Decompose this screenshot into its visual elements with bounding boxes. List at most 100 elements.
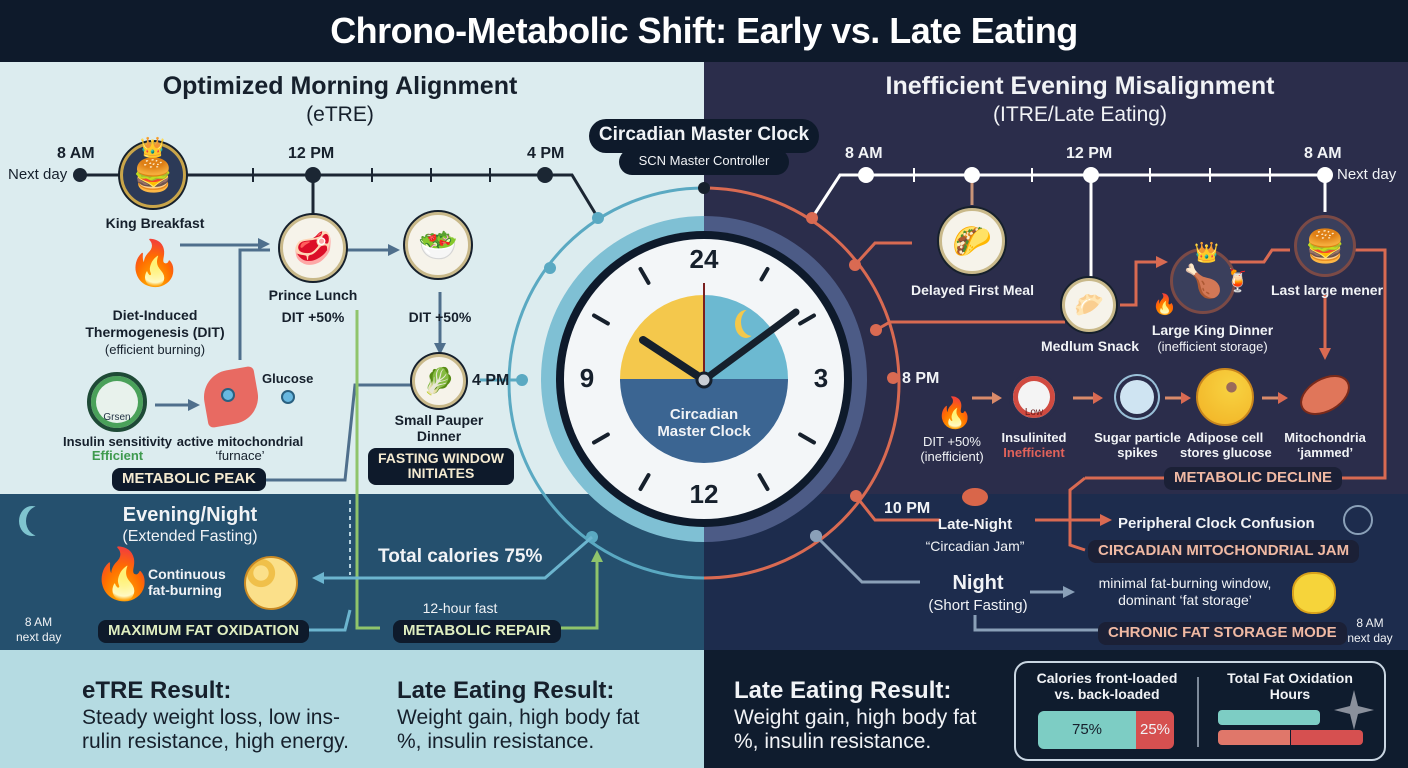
- late-result-right-title: Late Eating Result:: [734, 677, 952, 704]
- small-plate-icon: 🥬: [412, 354, 466, 408]
- flame-icon: 🔥: [127, 239, 182, 288]
- late-result-left-title: Late Eating Result:: [397, 677, 615, 704]
- chain-dit-line2: (inefficient): [920, 449, 984, 464]
- late-result-left-line2: %, insulin resistance.: [397, 730, 595, 753]
- fasting-window-badge: FASTING WINDOW INITIATES: [368, 448, 514, 485]
- gauge-low-icon: [1009, 372, 1059, 422]
- right-night-8am: 8 AM: [1356, 616, 1384, 630]
- taco-plate-icon: 🌮: [939, 208, 1005, 274]
- adipose-cell-icon: [1196, 368, 1254, 426]
- burger-icon: 🍔: [1294, 215, 1356, 277]
- evening-night-title: Evening/Night: [122, 504, 258, 526]
- clock-number-24: 24: [689, 244, 719, 274]
- fat-burning-desc-line2: dominant ‘fat storage’: [1118, 592, 1252, 608]
- glucose-in-muscle-icon: [221, 388, 235, 402]
- chain-insulin-line1: Insulinited: [1001, 430, 1067, 445]
- mitochondrial-furnace-line2: ‘furnace’: [215, 448, 265, 463]
- fat-ox-late-bar-b: [1291, 730, 1363, 745]
- glucose-label: Glucose: [262, 371, 314, 386]
- gauge-green-icon: [87, 372, 147, 432]
- continuous-fat-line1: Continuous: [148, 566, 226, 582]
- right-time-next-day: Next day: [1337, 166, 1397, 183]
- crown-icon: 👑: [140, 137, 165, 159]
- late-result-right-line1: Weight gain, high body fat: [734, 706, 977, 729]
- calories-title-line2: vs. back-loaded: [1054, 686, 1160, 702]
- calories-title-line1: Calories front-loaded: [1036, 670, 1178, 686]
- left-section-subtitle: (eTRE): [306, 103, 374, 126]
- clock-number-9: 9: [579, 363, 595, 393]
- maximum-fat-oxidation-badge: MAXIMUM FAT OXIDATION: [98, 620, 310, 643]
- left-time-12pm: 12 PM: [288, 145, 335, 162]
- circadian-mito-jam-badge: CIRCADIAN MITOCHONDRIAL JAM: [1088, 540, 1360, 563]
- gauge-low-label: Low: [1024, 407, 1044, 418]
- medium-snack-label: Medlum Snack: [1040, 338, 1140, 354]
- summary-divider: [1197, 677, 1199, 747]
- salad-dit: DIT +50%: [408, 309, 472, 325]
- right-night-next-day: next day: [1347, 631, 1393, 645]
- front-loaded-pct: 75%: [1071, 721, 1103, 739]
- late-night-sub: “Circadian Jam”: [925, 538, 1025, 554]
- metabolic-decline-badge: METABOLIC DECLINE: [1164, 467, 1343, 490]
- clock-center-line2: Master Clock: [657, 423, 751, 440]
- fasting-window-line2: INITIATES: [407, 465, 475, 482]
- left-time-4pm: 4 PM: [527, 145, 565, 162]
- sugar-particle-icon: [1120, 380, 1154, 414]
- fasting-window-line1: FASTING WINDOW: [378, 450, 504, 466]
- etre-result-line1: Steady weight loss, low ins-: [82, 706, 340, 729]
- chain-adipose-line2: stores glucose: [1180, 445, 1272, 460]
- fat-ox-etre-bar: [1218, 710, 1320, 725]
- late-night-food-icon: [962, 488, 988, 506]
- burger-crown-icon: 🍔: [120, 142, 186, 208]
- large-king-dinner-sub: (inefficient storage): [1157, 339, 1268, 354]
- chain-mito-line1: Mitochondria: [1284, 430, 1366, 445]
- salad-plate-icon: 🥗: [405, 212, 471, 278]
- chain-time-8pm: 8 PM: [902, 370, 940, 387]
- mitochondrial-furnace-line1: active mitochondrial: [176, 434, 304, 449]
- chain-sugar-line2: spikes: [1117, 445, 1158, 460]
- metabolic-peak-badge: METABOLIC PEAK: [112, 468, 266, 491]
- no-flame-icon: 🔥: [936, 397, 974, 430]
- evening-night-subtitle: (Extended Fasting): [122, 528, 258, 545]
- late-night-time: 10 PM: [884, 500, 931, 517]
- right-section-subtitle: (ITRE/Late Eating): [993, 103, 1167, 126]
- page-title: Chrono-Metabolic Shift: Early vs. Late E…: [330, 10, 1078, 51]
- right-time-8am-next: 8 AM: [1304, 145, 1342, 162]
- last-large-meal-label: Last large mener: [1270, 282, 1384, 298]
- total-calories-label: Total calories 75%: [378, 546, 543, 567]
- right-night-title: Night: [952, 572, 1004, 594]
- fat-ox-title-line2: Hours: [1269, 686, 1311, 702]
- fat-blob-icon: [1292, 572, 1336, 614]
- continuous-fat-line2: fat-burning: [148, 582, 222, 598]
- steak-plate-icon: 🥩: [280, 215, 346, 281]
- clock-center-line1: Circadian: [669, 406, 739, 423]
- etre-result-title: eTRE Result:: [82, 677, 232, 704]
- chain-mito-line2: ‘jammed’: [1296, 445, 1354, 460]
- prince-lunch-dit: DIT +50%: [281, 309, 345, 325]
- insulin-sensitivity-label: Insulin sensitivity: [62, 434, 173, 449]
- right-time-12pm: 12 PM: [1066, 145, 1113, 162]
- clock-title: Circadian Master Clock: [598, 124, 810, 145]
- twelve-hour-fast-label: 12-hour fast: [422, 600, 498, 616]
- clock-title-pill: [589, 119, 819, 153]
- chronic-fat-storage-badge: CHRONIC FAT STORAGE MODE: [1098, 622, 1347, 645]
- fat-cells-icon: [244, 556, 298, 610]
- left-results-panel: [0, 650, 704, 768]
- chain-insulin-line2: Inefficient: [1003, 445, 1065, 460]
- flame-large-icon: 🔥: [92, 546, 155, 602]
- late-night-title: Late-Night: [937, 516, 1013, 533]
- chain-dit-line1: DIT +50%: [923, 434, 981, 449]
- fat-ox-title-line1: Total Fat Oxidation: [1227, 670, 1353, 686]
- right-section-title: Inefficient Evening Misalignment: [885, 72, 1275, 100]
- insulin-status: Efficient: [91, 448, 144, 463]
- left-time-8am: 8 AM: [57, 145, 95, 162]
- snack-plate-icon: 🥟: [1062, 278, 1116, 332]
- dit-subtitle: (efficient burning): [104, 342, 206, 357]
- prince-lunch-label: Prince Lunch: [268, 287, 358, 303]
- left-night-next-day: next day: [16, 630, 62, 644]
- back-loaded-pct: 25%: [1139, 721, 1171, 739]
- fat-ox-late-bar-a: [1218, 730, 1290, 745]
- summary-panel: [1014, 661, 1386, 761]
- dit-title-line2: Thermogenesis (DIT): [85, 324, 225, 340]
